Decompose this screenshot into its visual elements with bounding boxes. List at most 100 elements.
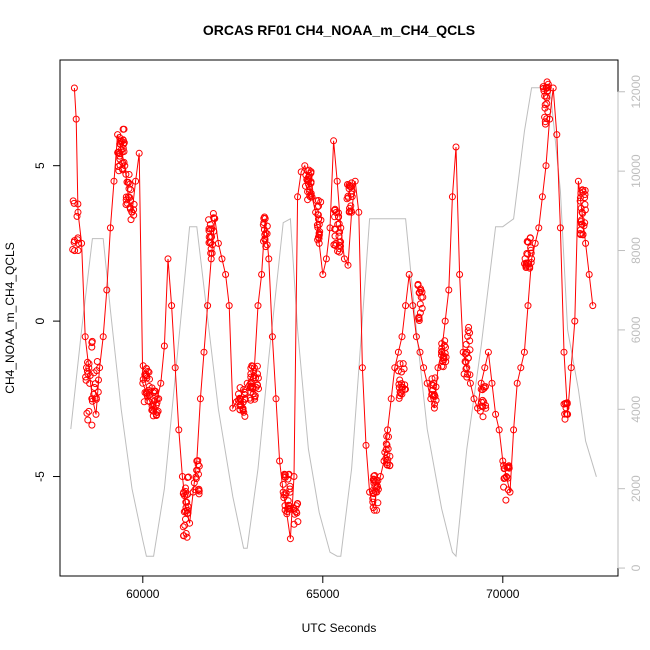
ch4-point [428, 391, 436, 398]
ch4-point [88, 395, 96, 403]
ch4-point [286, 485, 294, 493]
ch4-point [369, 489, 377, 497]
ch4-point [81, 333, 89, 341]
ch4-point [205, 227, 213, 235]
x-tick-label: 65000 [306, 587, 340, 601]
ch4-point [517, 364, 525, 372]
ch4-point [343, 195, 351, 203]
ch4-point [441, 317, 449, 325]
ch4-point [127, 216, 135, 224]
ch4-point [370, 472, 378, 480]
ch4-point [409, 302, 417, 310]
ch4-point [116, 155, 124, 163]
ch4-point [345, 185, 353, 193]
ch4-point [115, 167, 123, 175]
ch4-point [344, 194, 352, 202]
ch4-point [428, 381, 436, 389]
ch4-point [179, 490, 187, 498]
ch4-point [222, 271, 230, 278]
ch4-point [247, 383, 254, 391]
ch4-point [125, 193, 132, 201]
ch4-point [465, 323, 473, 331]
ch4-point [71, 247, 79, 255]
ch4-point [276, 457, 284, 465]
ch4-point [254, 302, 262, 310]
ch4-point [582, 239, 590, 247]
ch4-point [284, 497, 292, 505]
ch4-point [122, 170, 130, 178]
ch4-point [280, 470, 288, 478]
ch4-point [384, 426, 392, 434]
ch4-point [502, 496, 510, 504]
ch4-point [120, 148, 128, 155]
ch4-point [70, 199, 78, 207]
ch4-point [181, 521, 189, 529]
ch4-point [579, 209, 587, 217]
ch4-point [542, 92, 550, 100]
ch4-point [148, 406, 156, 414]
methane-series-group [69, 78, 597, 543]
ch4-point [74, 234, 82, 242]
ch4-point [414, 281, 422, 289]
ch4-point [194, 486, 202, 494]
ch4-point [351, 177, 359, 185]
ch4-point [74, 200, 82, 208]
ch4-point [157, 379, 165, 387]
y2-tick-label: 0 [629, 564, 643, 571]
ch4-point [279, 480, 287, 488]
ch4-point [466, 337, 474, 345]
ch4-point [196, 395, 204, 403]
ch4-point [209, 210, 217, 217]
ch4-point [345, 182, 353, 190]
ch4-point [440, 354, 448, 361]
ch4-point [560, 348, 568, 356]
ch4-point [208, 233, 216, 241]
ch4-point [291, 510, 299, 518]
ch4-point [85, 407, 93, 415]
ch4-point [492, 410, 500, 418]
ch4-point [459, 348, 467, 356]
ch4-point [286, 504, 294, 512]
ch4-point [99, 333, 107, 341]
ch4-point [74, 208, 82, 216]
ch4-point [383, 459, 391, 467]
ch4-point [344, 261, 352, 269]
y2-tick-label: 10000 [629, 154, 643, 188]
ch4-point [330, 137, 338, 145]
y-axis-right: 0 2000 4000 6000 8000 10000 12000 [617, 75, 643, 571]
ch4-point [125, 185, 133, 193]
ch4-point [513, 379, 521, 387]
ch4-point [191, 486, 199, 494]
ch4-point [294, 518, 302, 526]
ch4-point [236, 384, 244, 392]
ch4-point [260, 237, 267, 245]
ch4-point [522, 259, 530, 267]
ch4-point [126, 203, 134, 211]
ch4-point [543, 100, 551, 108]
ch4-point [132, 177, 140, 185]
ch4-point [315, 229, 323, 237]
ch4-point [383, 441, 391, 449]
ch4-point [148, 384, 156, 392]
ch4-point [574, 177, 582, 185]
ch4-point [190, 479, 198, 487]
ch4-point [394, 367, 402, 375]
ch4-point [578, 186, 586, 194]
ch4-point [83, 409, 91, 417]
ch4-point [543, 78, 551, 86]
ch4-point [313, 203, 321, 211]
ch4-point [484, 348, 492, 356]
ch4-point [294, 193, 302, 201]
ch4-point [576, 197, 584, 205]
x-axis-label: UTC Seconds [302, 621, 377, 635]
ch4-point [556, 224, 564, 232]
ch4-point [387, 395, 395, 403]
ch4-point [470, 395, 478, 403]
ch4-point [386, 452, 394, 460]
ch4-point [522, 264, 530, 271]
ch4-point [362, 441, 370, 449]
ch4-point [128, 208, 136, 216]
ch4-point [282, 489, 290, 497]
ch4-point [543, 88, 551, 95]
